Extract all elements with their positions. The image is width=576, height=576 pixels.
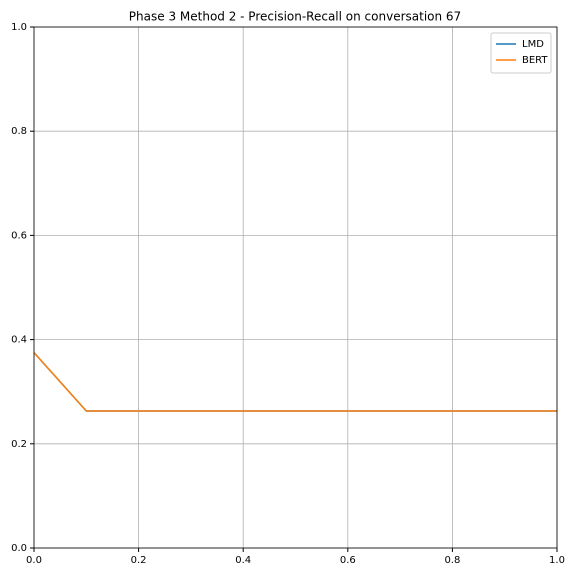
series-line	[33, 352, 557, 412]
y-tick-label: 0.0	[11, 543, 27, 554]
x-tick-label: 1.0	[549, 555, 565, 566]
x-tick-label: 0.2	[131, 555, 147, 566]
x-tick-label: 0.4	[235, 555, 251, 566]
legend-box	[490, 32, 552, 74]
y-tick-label: 0.2	[11, 439, 27, 450]
y-tick-label: 0.4	[11, 335, 27, 346]
series-line	[33, 352, 557, 412]
y-tick-label: 1.0	[11, 22, 27, 33]
legend-label: LMD	[522, 39, 544, 50]
chart-title: Phase 3 Method 2 - Precision-Recall on c…	[129, 10, 461, 24]
y-tick-label: 0.8	[11, 126, 27, 137]
x-tick-label: 0.0	[26, 555, 42, 566]
x-tick-label: 0.8	[444, 555, 460, 566]
legend: LMD BERT	[490, 32, 552, 74]
x-tick-label: 0.6	[340, 555, 356, 566]
legend-label: BERT	[522, 55, 548, 66]
y-tick-label: 0.6	[11, 230, 27, 241]
plot-frame	[33, 26, 558, 549]
